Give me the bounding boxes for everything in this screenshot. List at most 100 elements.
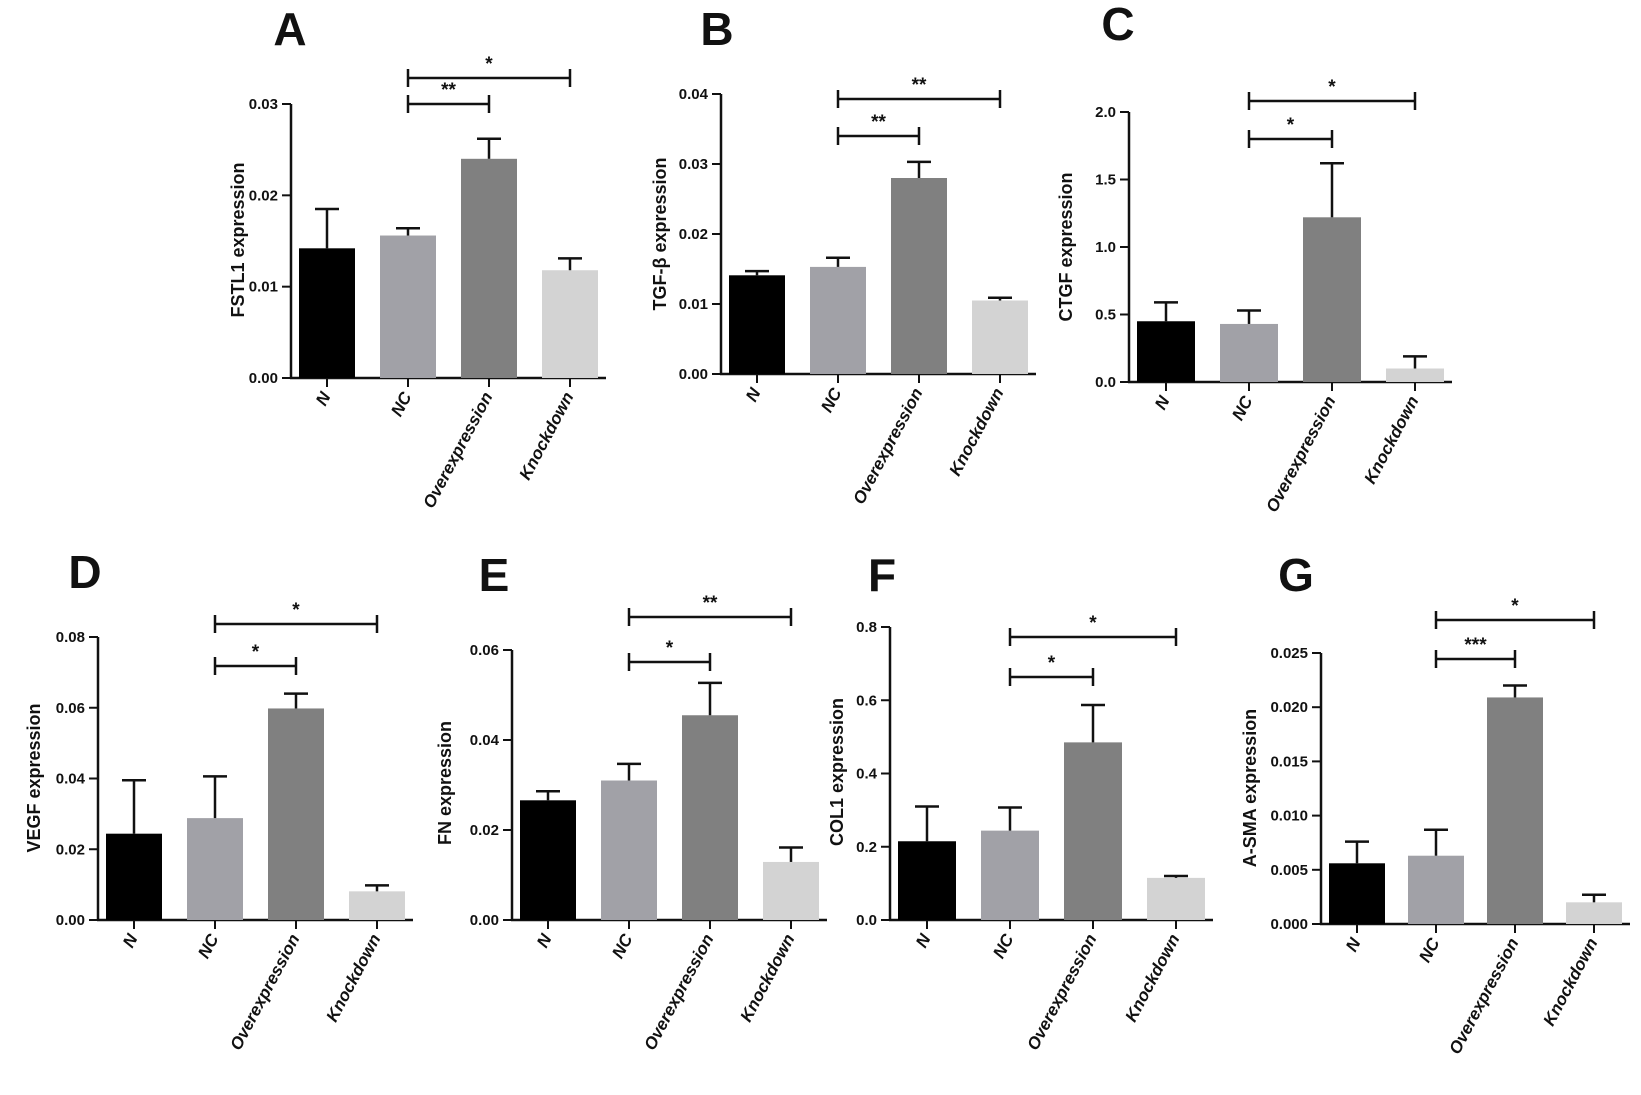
x-category-label: Knockdown	[946, 385, 1008, 479]
x-category-label: NC	[817, 384, 846, 415]
y-tick-label: 1.5	[1095, 172, 1116, 189]
x-category-label: Knockdown	[1540, 935, 1602, 1029]
bar-n	[1137, 321, 1195, 382]
significance-label: **	[703, 593, 718, 614]
significance-label: **	[912, 75, 927, 96]
y-tick-label: 0.010	[1270, 808, 1308, 825]
x-category-label: NC	[989, 930, 1018, 961]
y-tick-label: 0.08	[56, 629, 85, 646]
bar-overexpression	[682, 715, 738, 920]
y-axis-label: FN expression	[435, 721, 455, 845]
significance-label: *	[1511, 596, 1519, 617]
chart-panel-b: B TGF-β expression 0.00 0.01 0.02 0.03 0.04 N NC…	[650, 3, 1036, 507]
panel-letter: D	[68, 546, 101, 598]
significance-label: *	[485, 54, 493, 75]
x-category-label: NC	[194, 930, 223, 961]
chart-panel-c: C CTGF expression 0.0 0.5 1.0 1.5 2.0 N NC Overex…	[1056, 0, 1452, 515]
y-tick-label: 1.0	[1095, 239, 1116, 256]
x-category-label: N	[119, 930, 142, 950]
y-tick-label: 0.6	[856, 692, 877, 709]
y-tick-label: 0.8	[856, 619, 877, 636]
panel-letter: E	[479, 549, 510, 601]
y-axis-label: TGF-β expression	[650, 157, 670, 310]
bar-nc	[601, 780, 657, 920]
significance-label: *	[666, 638, 674, 659]
x-category-label: NC	[1228, 392, 1257, 423]
significance-label: *	[252, 642, 260, 663]
bar-n	[898, 841, 956, 920]
y-tick-label: 0.00	[679, 366, 708, 383]
y-tick-label: 0.02	[470, 822, 499, 839]
x-category-label: NC	[608, 930, 637, 961]
y-tick-label: 0.02	[679, 226, 708, 243]
y-tick-label: 0.04	[679, 86, 709, 103]
bar-overexpression	[268, 708, 324, 920]
y-tick-label: 0.01	[679, 296, 708, 313]
bar-nc	[380, 235, 436, 378]
x-category-label: NC	[387, 388, 416, 419]
bar-n	[520, 800, 576, 920]
y-axis-label: FSTL1 expression	[228, 162, 248, 317]
y-tick-label: 0.000	[1270, 916, 1308, 933]
x-category-label: Knockdown	[323, 931, 385, 1025]
significance-label: **	[441, 80, 456, 101]
bar-knockdown	[542, 270, 598, 378]
significance-label: **	[871, 112, 886, 133]
x-category-label: Overexpression	[419, 389, 496, 511]
x-category-label: Knockdown	[737, 931, 799, 1025]
panel-letter: F	[868, 549, 896, 601]
y-tick-label: 0.03	[679, 156, 708, 173]
y-tick-label: 0.04	[470, 732, 500, 749]
y-tick-label: 0.2	[856, 839, 877, 856]
x-category-label: Overexpression	[849, 385, 926, 507]
y-tick-label: 0.015	[1270, 753, 1308, 770]
x-category-label: Overexpression	[640, 931, 717, 1053]
y-axis-label: A-SMA expression	[1240, 709, 1260, 867]
x-category-label: N	[533, 930, 556, 950]
panel-letter: B	[700, 3, 733, 55]
y-tick-label: 0.01	[249, 279, 278, 296]
y-tick-label: 0.06	[470, 642, 499, 659]
x-category-label: Overexpression	[1023, 931, 1100, 1053]
y-tick-label: 0.02	[56, 841, 85, 858]
bar-nc	[1408, 855, 1464, 924]
y-tick-label: 2.0	[1095, 104, 1116, 121]
y-axis-label: CTGF expression	[1056, 172, 1076, 321]
y-tick-label: 0.0	[856, 912, 877, 929]
x-category-label: Knockdown	[516, 389, 578, 483]
y-tick-label: 0.005	[1270, 862, 1308, 879]
bar-n	[106, 833, 162, 920]
bar-knockdown	[1386, 368, 1444, 382]
x-category-label: Knockdown	[1122, 931, 1184, 1025]
x-category-label: Knockdown	[1361, 393, 1423, 487]
bar-n	[299, 248, 355, 378]
bar-knockdown	[1147, 877, 1205, 920]
bar-nc	[981, 830, 1039, 920]
chart-panel-d: D VEGF expression 0.00 0.02 0.04 0.06 0.08 N NC O…	[24, 546, 413, 1053]
y-tick-label: 0.00	[470, 912, 499, 929]
x-category-label: Overexpression	[226, 931, 303, 1053]
y-tick-label: 0.5	[1095, 307, 1116, 324]
x-category-label: N	[742, 384, 765, 404]
y-tick-label: 0.04	[56, 771, 86, 788]
y-tick-label: 0.4	[856, 766, 878, 783]
bar-nc	[187, 818, 243, 920]
x-category-label: NC	[1415, 934, 1444, 965]
x-category-label: N	[312, 388, 335, 408]
panel-letter: G	[1278, 549, 1314, 601]
significance-label: ***	[1464, 635, 1487, 656]
bar-knockdown	[972, 300, 1028, 374]
panel-letter: A	[273, 3, 306, 55]
bar-knockdown	[349, 891, 405, 920]
y-tick-label: 0.025	[1270, 645, 1308, 662]
x-category-label: N	[1342, 934, 1365, 954]
x-category-label: N	[912, 930, 935, 950]
panel-letter: C	[1101, 0, 1134, 50]
y-tick-label: 0.0	[1095, 374, 1116, 391]
significance-label: *	[1287, 115, 1295, 136]
x-category-label: N	[1151, 392, 1174, 412]
y-axis-label: VEGF expression	[24, 703, 44, 852]
y-tick-label: 0.00	[56, 912, 85, 929]
bar-nc	[1220, 323, 1278, 382]
